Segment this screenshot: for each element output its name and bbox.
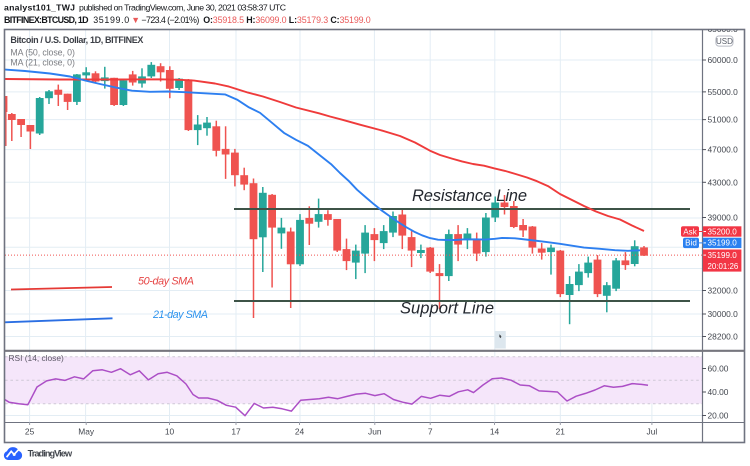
svg-text:35200.0: 35200.0 — [708, 227, 738, 236]
svg-text:30000.0: 30000.0 — [708, 309, 739, 319]
svg-text:Resistance Line: Resistance Line — [412, 187, 527, 205]
svg-text:MA (21, close, 0): MA (21, close, 0) — [10, 58, 75, 68]
svg-text:55000.0: 55000.0 — [708, 87, 739, 97]
svg-text:40.00: 40.00 — [708, 387, 729, 397]
svg-text:MA (50, close, 0): MA (50, close, 0) — [10, 47, 75, 57]
svg-text:Jun: Jun — [368, 427, 382, 437]
svg-text:35199.0: 35199.0 — [708, 239, 738, 248]
svg-text:RSI (14, close): RSI (14, close) — [9, 353, 65, 363]
svg-text:Bitcoin / U.S. Dollar, 1D, BIT: Bitcoin / U.S. Dollar, 1D, BITFINEX — [10, 35, 143, 45]
svg-text:▼: ▼ — [131, 15, 140, 25]
svg-text:USD: USD — [716, 37, 733, 46]
svg-text:28200.0: 28200.0 — [708, 332, 739, 342]
svg-text:17: 17 — [231, 427, 241, 437]
svg-text:35199.0: 35199.0 — [93, 15, 129, 25]
svg-text:20:01:26: 20:01:26 — [708, 262, 739, 271]
svg-text:Jul: Jul — [647, 427, 658, 437]
svg-text:TradingView: TradingView — [28, 449, 73, 459]
svg-text:20.00: 20.00 — [708, 411, 729, 421]
svg-text:47000.0: 47000.0 — [708, 145, 739, 155]
svg-text:BITFINEX:BTCUSD, 1D: BITFINEX:BTCUSD, 1D — [4, 15, 89, 25]
svg-text:O:35918.5 H:36099.0 L:35179.3: O:35918.5 H:36099.0 L:35179.3 C:35199.0 — [203, 15, 371, 25]
svg-text:35199.0: 35199.0 — [708, 251, 738, 260]
svg-text:25: 25 — [25, 427, 35, 437]
svg-text:50-day SMA: 50-day SMA — [138, 276, 194, 288]
svg-text:−723.4 (−2.01%): −723.4 (−2.01%) — [141, 15, 199, 25]
svg-text:60.00: 60.00 — [708, 364, 729, 374]
svg-text:published on TradingView.com,: published on TradingView.com, June 30, 2… — [79, 3, 286, 13]
svg-text:21: 21 — [556, 427, 566, 437]
svg-text:10: 10 — [165, 427, 175, 437]
svg-text:51000.0: 51000.0 — [708, 115, 739, 125]
svg-text:43000.0: 43000.0 — [708, 177, 739, 187]
svg-text:Ask: Ask — [683, 227, 697, 236]
svg-text:May: May — [78, 427, 95, 437]
svg-text:analyst101_TWJ: analyst101_TWJ — [4, 3, 75, 13]
svg-text:24: 24 — [295, 427, 305, 437]
svg-text:Bid: Bid — [685, 239, 697, 248]
svg-text:21-day SMA: 21-day SMA — [152, 309, 208, 321]
svg-text:65000.0: 65000.0 — [708, 24, 739, 34]
svg-text:14: 14 — [490, 427, 500, 437]
svg-text:39000.0: 39000.0 — [708, 213, 739, 223]
svg-text:32000.0: 32000.0 — [708, 286, 739, 296]
svg-text:60000.0: 60000.0 — [708, 55, 739, 65]
svg-text:Support Line: Support Line — [400, 300, 494, 318]
svg-text:7: 7 — [428, 427, 433, 437]
